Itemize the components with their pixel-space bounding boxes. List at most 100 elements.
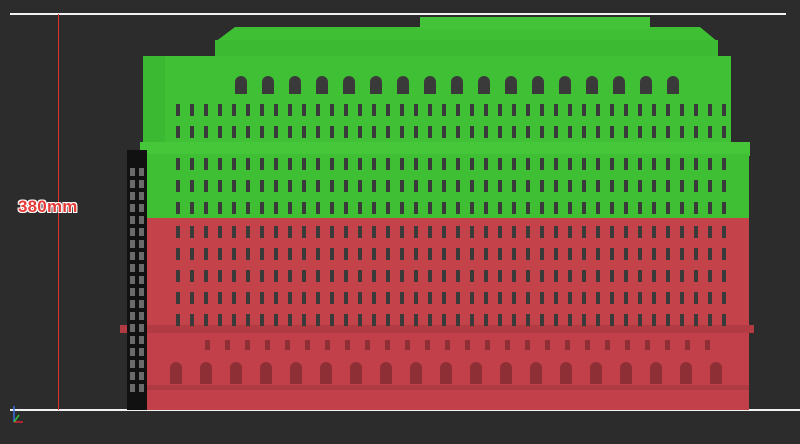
- window: [442, 126, 446, 138]
- window: [372, 180, 376, 192]
- window: [512, 292, 516, 304]
- window: [274, 180, 278, 192]
- arch-window: [478, 76, 490, 94]
- window: [540, 292, 544, 304]
- window: [190, 202, 194, 214]
- window: [176, 126, 180, 138]
- base-window: [545, 340, 550, 350]
- base-window: [525, 340, 530, 350]
- window: [274, 292, 278, 304]
- window: [176, 158, 180, 170]
- window: [624, 158, 628, 170]
- window: [246, 292, 250, 304]
- window: [582, 292, 586, 304]
- window: [666, 158, 670, 170]
- window: [582, 270, 586, 282]
- window: [274, 158, 278, 170]
- window: [400, 292, 404, 304]
- window: [288, 158, 292, 170]
- window: [610, 292, 614, 304]
- window: [386, 126, 390, 138]
- window: [680, 202, 684, 214]
- window: [708, 226, 712, 238]
- window: [526, 270, 530, 282]
- window: [274, 248, 278, 260]
- window: [442, 226, 446, 238]
- window: [260, 158, 264, 170]
- window: [484, 158, 488, 170]
- window: [232, 202, 236, 214]
- window: [540, 126, 544, 138]
- window: [666, 104, 670, 116]
- window: [400, 226, 404, 238]
- window: [288, 226, 292, 238]
- window: [582, 104, 586, 116]
- window: [428, 158, 432, 170]
- base-window: [685, 340, 690, 350]
- window: [302, 270, 306, 282]
- arch-window: [235, 76, 247, 94]
- window: [554, 126, 558, 138]
- window: [596, 292, 600, 304]
- window: [624, 180, 628, 192]
- window: [428, 314, 432, 326]
- window: [442, 270, 446, 282]
- window: [568, 292, 572, 304]
- window: [288, 202, 292, 214]
- window: [526, 226, 530, 238]
- window: [218, 226, 222, 238]
- tower-window: [130, 264, 135, 272]
- window: [246, 202, 250, 214]
- window: [218, 158, 222, 170]
- window: [512, 248, 516, 260]
- window: [302, 126, 306, 138]
- window: [624, 270, 628, 282]
- arch-window: [532, 76, 544, 94]
- tower-window: [130, 348, 135, 356]
- tower-window: [139, 192, 144, 200]
- window: [652, 292, 656, 304]
- window: [288, 104, 292, 116]
- window: [204, 314, 208, 326]
- axis-gizmo-icon[interactable]: [11, 402, 25, 424]
- window: [316, 104, 320, 116]
- window: [484, 292, 488, 304]
- tower-window: [139, 204, 144, 212]
- window: [694, 158, 698, 170]
- window: [456, 226, 460, 238]
- window: [638, 104, 642, 116]
- window: [372, 158, 376, 170]
- tower-window: [130, 216, 135, 224]
- window: [204, 104, 208, 116]
- window: [218, 292, 222, 304]
- window: [722, 202, 726, 214]
- left-wing: [143, 56, 165, 156]
- window: [610, 158, 614, 170]
- window: [204, 202, 208, 214]
- window: [428, 248, 432, 260]
- window: [232, 104, 236, 116]
- window: [540, 180, 544, 192]
- window: [512, 202, 516, 214]
- base-window: [345, 340, 350, 350]
- window: [316, 292, 320, 304]
- window: [344, 180, 348, 192]
- window: [652, 314, 656, 326]
- window: [568, 180, 572, 192]
- tower-window: [130, 276, 135, 284]
- tower-window: [139, 336, 144, 344]
- window: [554, 226, 558, 238]
- window: [638, 248, 642, 260]
- window: [540, 202, 544, 214]
- window: [456, 104, 460, 116]
- window: [694, 180, 698, 192]
- base-band: [145, 385, 749, 390]
- window: [414, 126, 418, 138]
- arch-window: [586, 76, 598, 94]
- window: [386, 180, 390, 192]
- window: [428, 270, 432, 282]
- base-arch: [170, 362, 182, 384]
- arch-window: [424, 76, 436, 94]
